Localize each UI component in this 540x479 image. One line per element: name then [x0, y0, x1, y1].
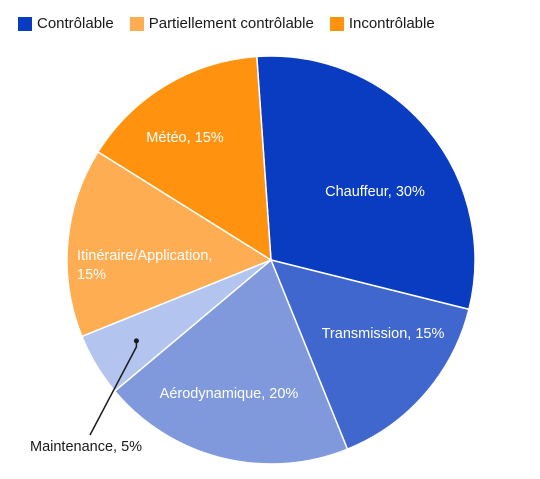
slice-label: Météo, 15% [146, 130, 223, 146]
slice-label-line: Chauffeur, 30% [325, 184, 425, 200]
slice-label-line: Météo, 15% [146, 130, 223, 146]
pie-slice [255, 55, 476, 311]
legend-label: Contrôlable [37, 15, 114, 32]
slice-label: Maintenance, 5% [30, 439, 142, 455]
slice-label: Chauffeur, 30% [325, 184, 425, 200]
legend-item: Contrôlable [18, 15, 114, 32]
leader-dot [133, 338, 139, 344]
pie-slice [113, 258, 349, 465]
pie-slice [269, 258, 470, 451]
legend-item: Partiellement contrôlable [129, 15, 314, 32]
legend-label: Partiellement contrôlable [148, 15, 314, 32]
legend-label: Incontrôlable [348, 15, 435, 32]
pie-slice [96, 55, 272, 262]
slice-label-line: Aérodynamique, 20% [160, 386, 299, 402]
legend-swatch [18, 16, 32, 31]
legend-swatch [329, 16, 344, 31]
legend-swatch [129, 16, 144, 31]
legend-item: Incontrôlable [329, 15, 435, 32]
legend: Contrôlable Partiellement contrôlable Inco… [18, 15, 451, 32]
slice-label-line: Itinéraire/Application, [77, 248, 212, 264]
slice-label-line: Transmission, 15% [322, 326, 445, 342]
slice-label-line: Maintenance, 5% [30, 439, 142, 455]
slice-label: Itinéraire/Application, 15% [77, 248, 212, 283]
slice-label: Transmission, 15% [322, 326, 445, 342]
slice-label-line: 15% [77, 267, 106, 283]
slice-label: Aérodynamique, 20% [160, 386, 299, 402]
pie-slice [66, 150, 273, 338]
